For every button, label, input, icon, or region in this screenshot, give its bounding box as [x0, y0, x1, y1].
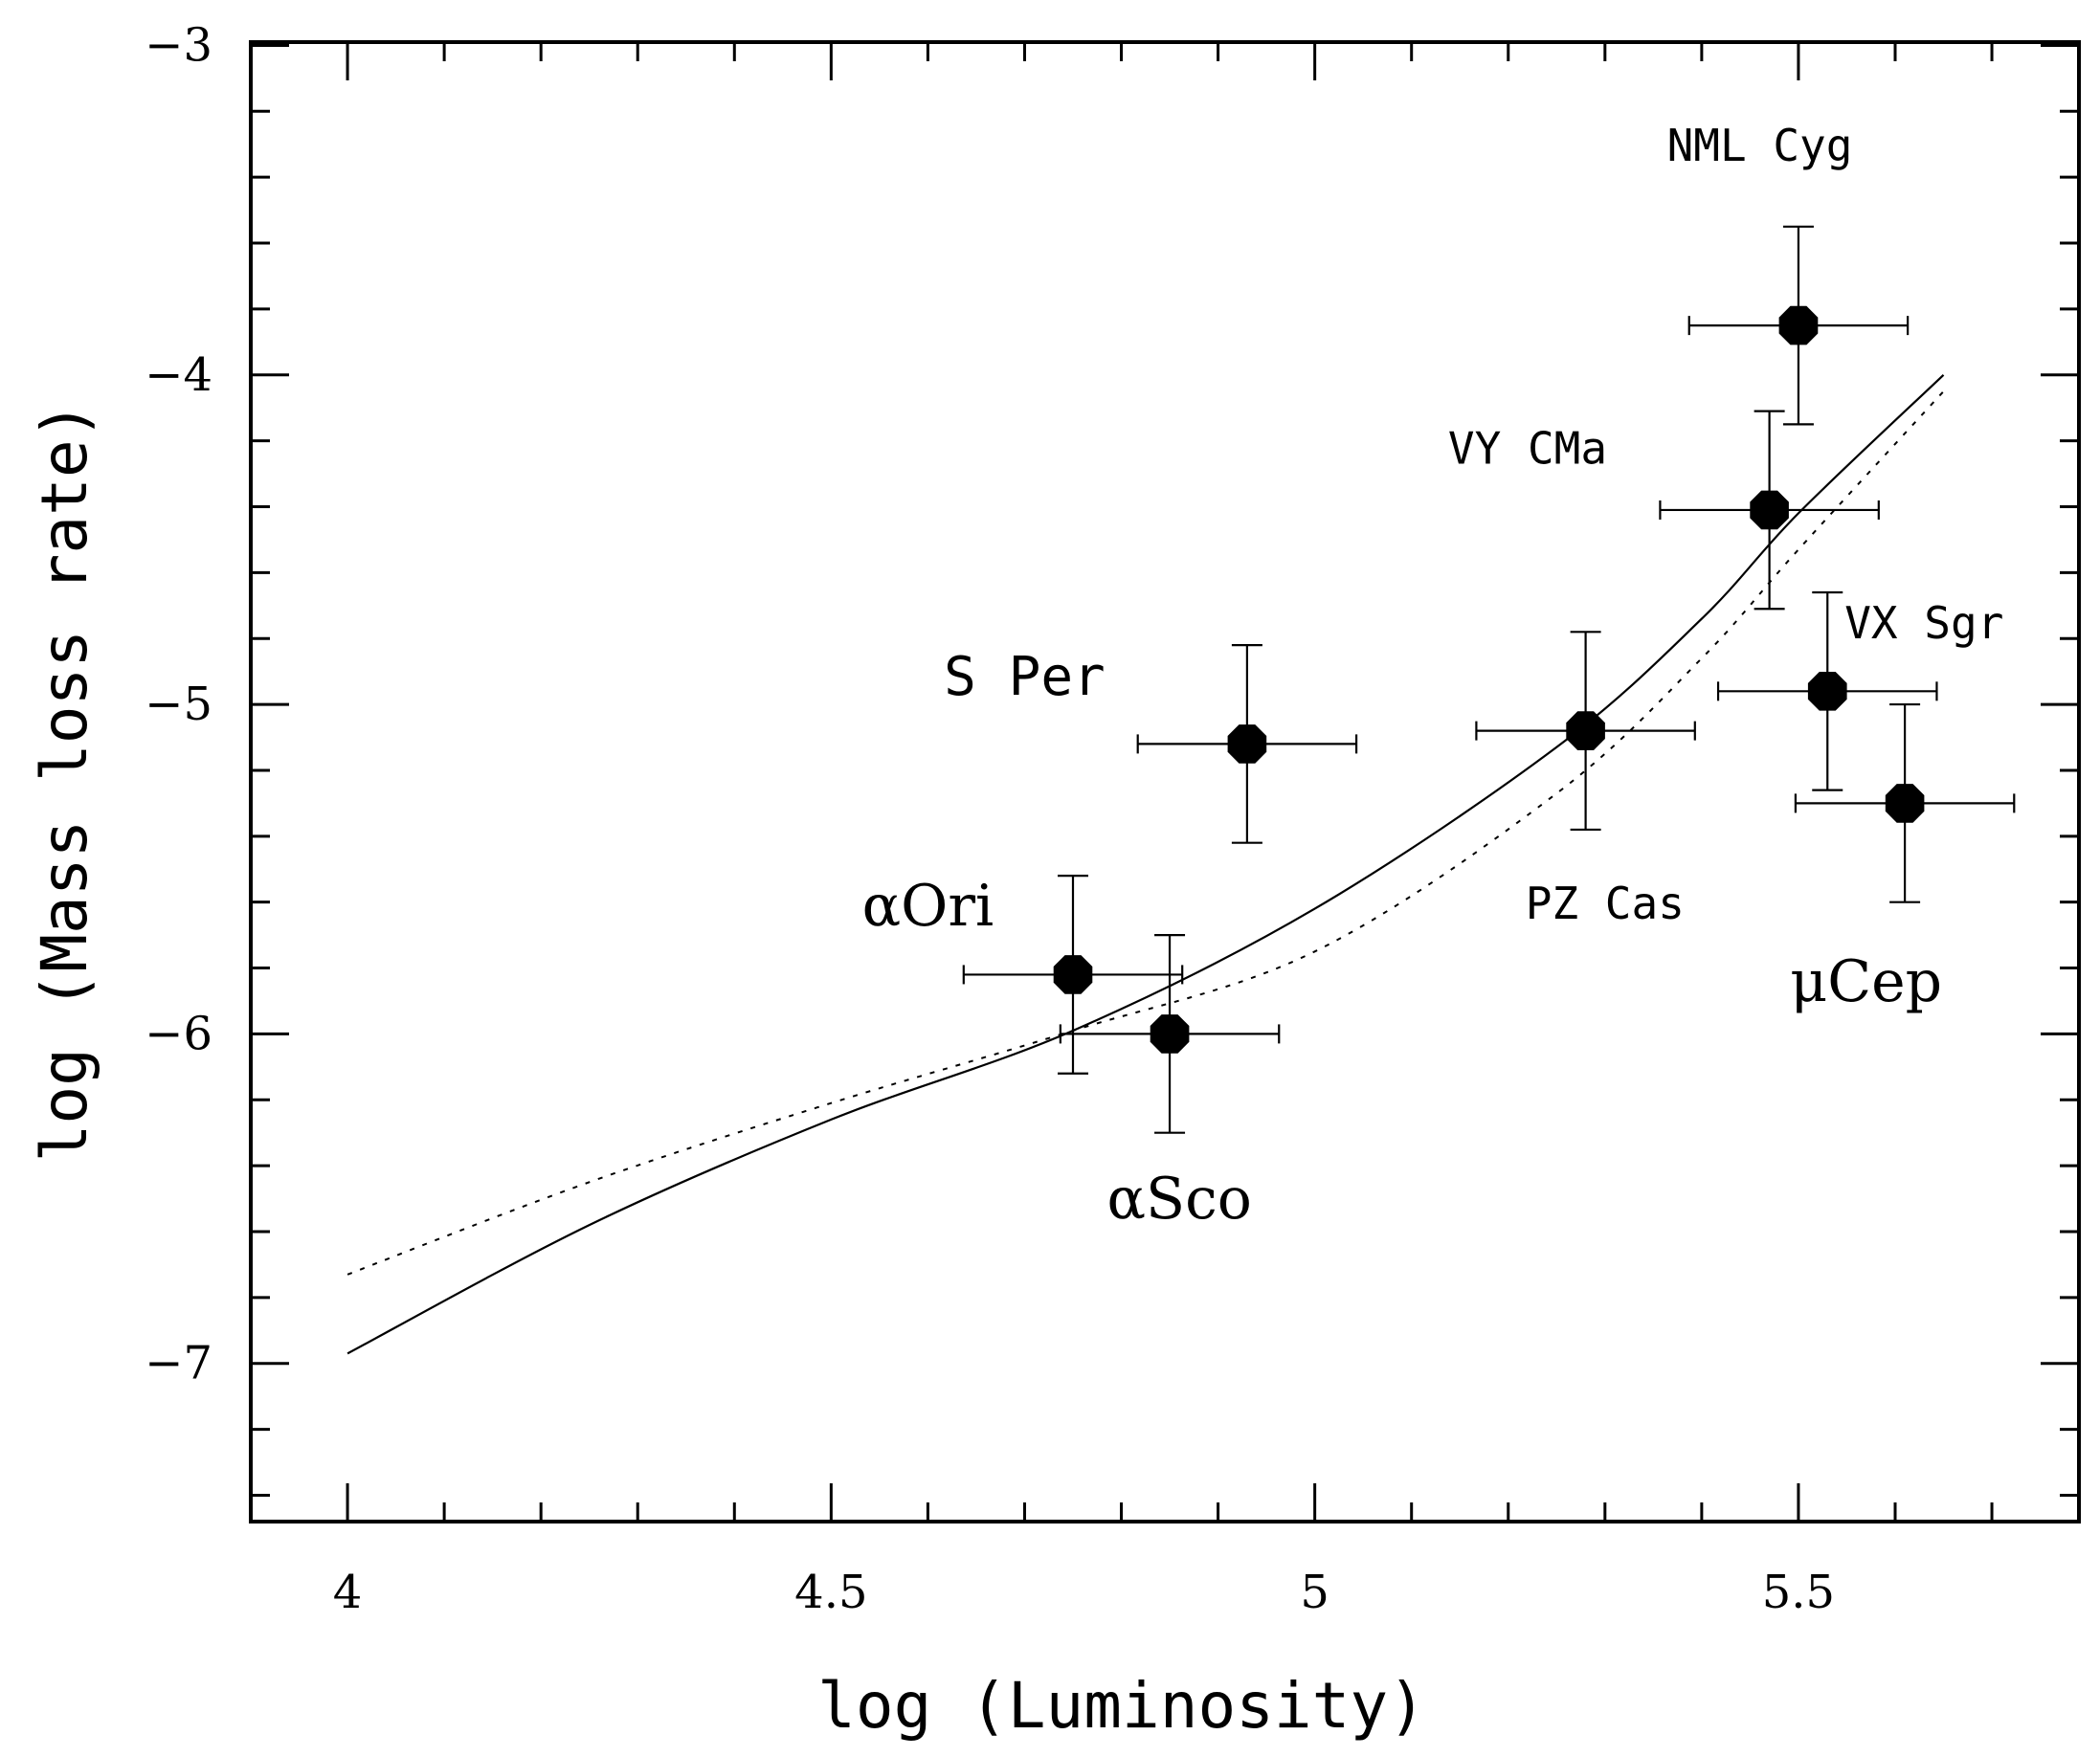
x-tick-label: 5.5 — [1762, 1566, 1835, 1619]
fit-curves — [346, 374, 1945, 1355]
y-axis-title: log (Mass loss rate) — [28, 402, 101, 1163]
star-label: S Per — [944, 646, 1106, 708]
star-label: VX Sgr — [1844, 597, 2003, 649]
x-axis-title: log (Luminosity) — [817, 1669, 1426, 1743]
data-point-marker — [1150, 1014, 1190, 1054]
data-point-marker — [1566, 711, 1605, 750]
star-label: NML Cyg — [1667, 120, 1853, 171]
star-label: PZ Cas — [1526, 878, 1685, 929]
axis-ticks — [251, 42, 2079, 1522]
y-tick-label: −6 — [145, 1007, 212, 1060]
data-points — [962, 225, 2016, 1134]
fit-curve-dotted — [346, 390, 1945, 1276]
data-point-marker — [1778, 305, 1819, 345]
data-point-marker — [1227, 724, 1267, 764]
x-tick-label: 4 — [333, 1566, 363, 1619]
data-point-marker — [1885, 784, 1925, 823]
fit-curve-solid — [346, 374, 1945, 1355]
data-point-marker — [1807, 672, 1847, 711]
y-tick-label: −7 — [145, 1337, 212, 1390]
y-tick-label: −3 — [145, 18, 212, 72]
x-tick-label: 4.5 — [794, 1566, 867, 1619]
star-label: VY CMa — [1448, 423, 1607, 475]
star-label: μCep — [1790, 948, 1942, 1015]
data-point-marker — [1053, 955, 1093, 994]
tick-labels: 4 4.5 5 5.5 −7 −6 −5 −4 −3 — [145, 18, 1835, 1619]
star-annotations: NML Cyg VY CMa VX Sgr S Per PZ Cas αOri μCep αS… — [862, 120, 2004, 1233]
plot-frame — [249, 40, 2081, 1523]
star-label: αSco — [1106, 1166, 1251, 1233]
y-tick-label: −4 — [145, 348, 212, 402]
y-tick-label: −5 — [145, 678, 212, 731]
star-label: αOri — [862, 873, 994, 940]
data-point-marker — [1750, 490, 1789, 530]
x-tick-label: 5 — [1300, 1566, 1329, 1619]
